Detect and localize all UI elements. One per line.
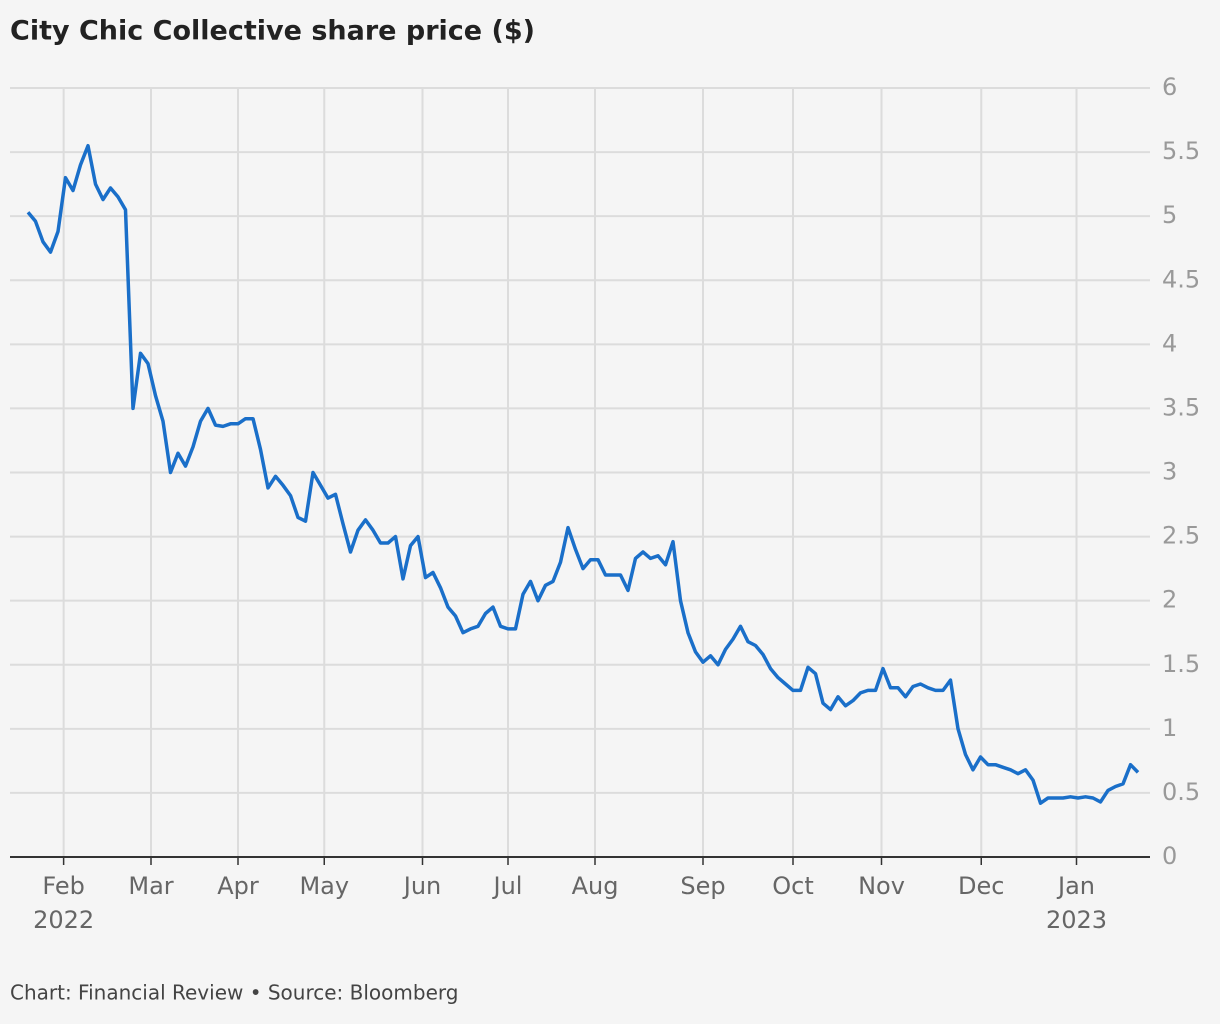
x-tick-label: Feb [42,872,85,900]
x-tick-label: Mar [128,872,173,900]
y-tick-label: 3 [1162,458,1177,486]
y-tick-label: 4 [1162,329,1177,357]
y-tick-label: 4.5 [1162,265,1200,293]
x-year-label: 2022 [33,906,94,934]
x-tick-label: Apr [217,872,259,900]
x-tick-label: Aug [572,872,619,900]
y-tick-label: 5 [1162,201,1177,229]
y-tick-label: 2.5 [1162,522,1200,550]
y-tick-label: 0.5 [1162,778,1200,806]
x-tick-label: Sep [680,872,725,900]
y-tick-label: 2 [1162,586,1177,614]
y-tick-label: 3.5 [1162,393,1200,421]
x-tick-label: Dec [958,872,1004,900]
y-tick-label: 1 [1162,714,1177,742]
y-tick-label: 0 [1162,842,1177,870]
x-tick-label: May [299,872,349,900]
source-note: Chart: Financial Review • Source: Bloomb… [10,981,458,1005]
price-line [26,143,1140,805]
y-tick-label: 1.5 [1162,650,1200,678]
x-tick-label: Jul [492,872,523,900]
x-tick-label: Jan [1056,872,1095,900]
chart-title: City Chic Collective share price ($) [10,16,535,47]
x-tick-label: Nov [858,872,905,900]
x-tick-label: Jun [402,872,442,900]
y-tick-label: 6 [1162,73,1177,101]
x-tick-label: Oct [772,872,814,900]
x-year-label: 2023 [1046,906,1107,934]
y-tick-label: 5.5 [1162,137,1200,165]
